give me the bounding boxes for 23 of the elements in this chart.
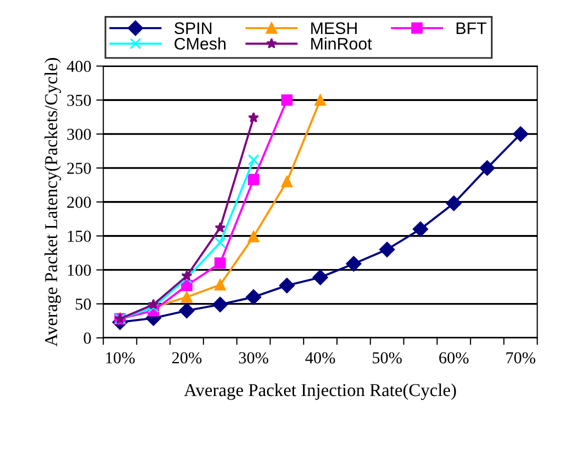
x-tick-label: 60%: [439, 352, 469, 364]
y-axis-title: Average Packet Latency(Packets/Cycle): [44, 58, 61, 346]
legend-label: SPIN: [174, 22, 212, 34]
x-tick-label: 10%: [106, 352, 135, 364]
x-tick-label: 20%: [172, 352, 202, 364]
y-tick-label: 350: [67, 94, 91, 106]
legend-label: MinRoot: [311, 37, 372, 50]
y-tick-label: 250: [67, 162, 91, 174]
y-tick-label: 150: [68, 230, 91, 242]
y-tick-label: 0: [84, 332, 91, 344]
legend-label: CMesh: [174, 37, 226, 50]
x-tick-label: 50%: [372, 352, 402, 364]
y-tick-label: 400: [66, 60, 91, 72]
legend-label: MESH: [311, 22, 357, 34]
y-tick-label: 50: [76, 298, 91, 310]
y-tick-label: 100: [68, 264, 91, 276]
x-tick-label: 30%: [239, 352, 268, 364]
y-tick-label: 200: [67, 196, 91, 208]
x-axis-title: Average Packet Injection Rate(Cycle): [184, 383, 456, 400]
legend-label: BFT: [456, 22, 486, 34]
x-tick-label: 40%: [305, 352, 335, 364]
x-tick-label: 70%: [506, 352, 536, 364]
y-tick-label: 300: [67, 128, 91, 140]
